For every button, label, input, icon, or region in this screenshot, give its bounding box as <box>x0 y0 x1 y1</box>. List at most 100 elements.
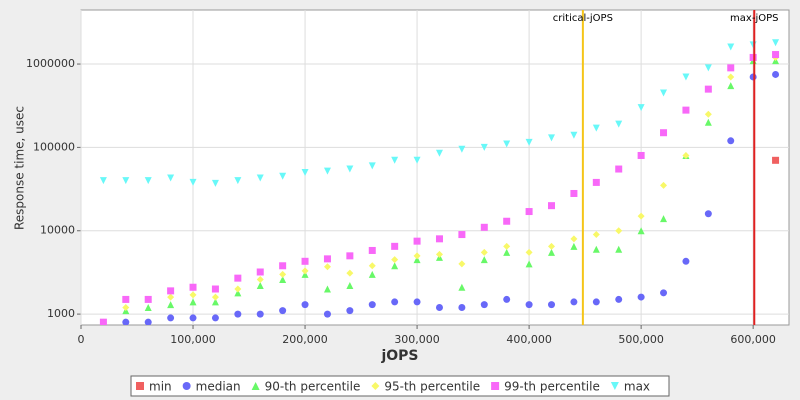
point <box>211 298 219 306</box>
point <box>570 298 578 306</box>
legend-marker <box>182 382 191 390</box>
point <box>211 285 219 293</box>
point <box>435 149 443 157</box>
point <box>772 156 780 164</box>
plot-area <box>80 9 790 326</box>
point <box>503 140 511 148</box>
point <box>144 177 152 185</box>
point <box>503 295 511 303</box>
point <box>458 145 466 153</box>
point <box>122 177 130 185</box>
point <box>570 235 578 243</box>
point <box>749 53 757 61</box>
point <box>279 172 287 180</box>
point <box>368 301 376 309</box>
point <box>548 242 556 250</box>
point <box>480 223 488 231</box>
point <box>256 276 264 284</box>
point <box>301 267 309 275</box>
point <box>122 295 130 303</box>
point <box>234 274 242 282</box>
point <box>413 252 421 260</box>
legend-marker <box>610 382 619 390</box>
point <box>615 245 623 253</box>
point <box>99 177 107 185</box>
point <box>637 227 645 235</box>
y-tick-label: 10000 <box>40 224 75 237</box>
legend-label: median <box>196 380 241 394</box>
y-tick-label: 100000 <box>33 140 75 153</box>
point <box>548 134 556 142</box>
point <box>234 289 242 297</box>
point <box>480 301 488 309</box>
point <box>346 165 354 173</box>
x-tick-label: 400,000 <box>506 333 552 346</box>
legend-label: 90-th percentile <box>265 380 361 394</box>
point <box>234 285 242 293</box>
point <box>749 73 757 81</box>
point <box>189 283 197 291</box>
point <box>189 298 197 306</box>
point <box>592 245 600 253</box>
point <box>391 156 399 164</box>
point <box>548 202 556 210</box>
point <box>144 304 152 312</box>
legend-marker <box>371 382 380 390</box>
x-tick-label: 300,000 <box>394 333 440 346</box>
point <box>167 174 175 182</box>
point <box>323 263 331 271</box>
point <box>279 276 287 284</box>
point <box>368 270 376 278</box>
point <box>548 248 556 256</box>
legend-label: 99-th percentile <box>504 380 600 394</box>
point <box>211 179 219 187</box>
legend <box>130 375 670 397</box>
point <box>256 268 264 276</box>
reference-label: max-jOPS <box>730 13 778 24</box>
point <box>279 307 287 315</box>
point <box>301 257 309 265</box>
points <box>99 39 780 325</box>
point <box>323 167 331 175</box>
point <box>368 262 376 270</box>
point <box>256 282 264 290</box>
point <box>660 215 668 223</box>
point <box>189 178 197 186</box>
point <box>346 282 354 290</box>
point <box>637 104 645 112</box>
point <box>637 293 645 301</box>
point <box>592 231 600 239</box>
point <box>144 318 152 325</box>
legend-label: 95-th percentile <box>384 380 480 394</box>
point <box>458 304 466 312</box>
point <box>525 248 533 256</box>
point <box>637 151 645 159</box>
point <box>279 270 287 278</box>
point <box>615 227 623 235</box>
point <box>413 256 421 264</box>
point <box>660 129 668 137</box>
legend-label: max <box>624 380 650 394</box>
point <box>525 301 533 309</box>
point <box>772 70 780 78</box>
x-axis-label: jOPS <box>380 348 418 364</box>
point <box>391 256 399 264</box>
point <box>592 178 600 186</box>
point <box>615 120 623 128</box>
x-tick-label: 100,000 <box>170 333 216 346</box>
y-axis-label: Response time, usec <box>13 106 27 230</box>
point <box>189 314 197 322</box>
point <box>122 304 130 312</box>
point <box>548 301 556 309</box>
point <box>503 242 511 250</box>
point <box>368 246 376 254</box>
reference-label: critical-jOPS <box>553 13 613 24</box>
point <box>592 124 600 132</box>
x-tick-label: 500,000 <box>618 333 664 346</box>
point <box>503 248 511 256</box>
point <box>570 189 578 197</box>
point <box>413 156 421 164</box>
point <box>323 255 331 263</box>
legend-marker <box>136 382 144 390</box>
